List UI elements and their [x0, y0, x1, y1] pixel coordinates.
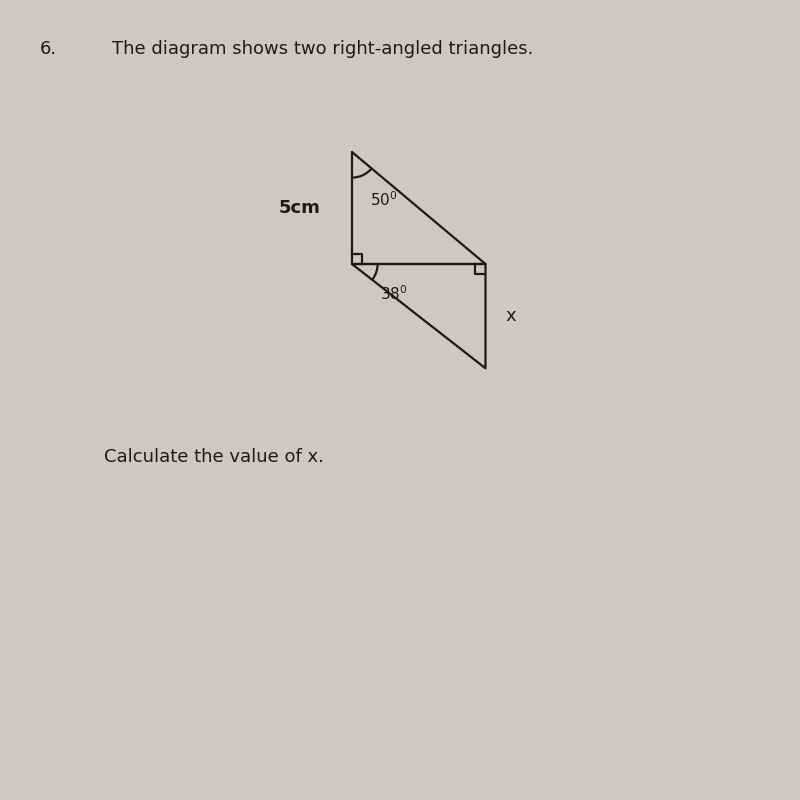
Text: 38$\mathregular{^0}$: 38$\mathregular{^0}$ — [380, 284, 408, 302]
Text: 5cm: 5cm — [279, 199, 321, 217]
Text: 6.: 6. — [40, 40, 57, 58]
Text: x: x — [506, 307, 516, 325]
Text: Calculate the value of x.: Calculate the value of x. — [104, 448, 324, 466]
Text: 50$\mathregular{^0}$: 50$\mathregular{^0}$ — [370, 190, 398, 209]
Text: The diagram shows two right-angled triangles.: The diagram shows two right-angled trian… — [112, 40, 534, 58]
